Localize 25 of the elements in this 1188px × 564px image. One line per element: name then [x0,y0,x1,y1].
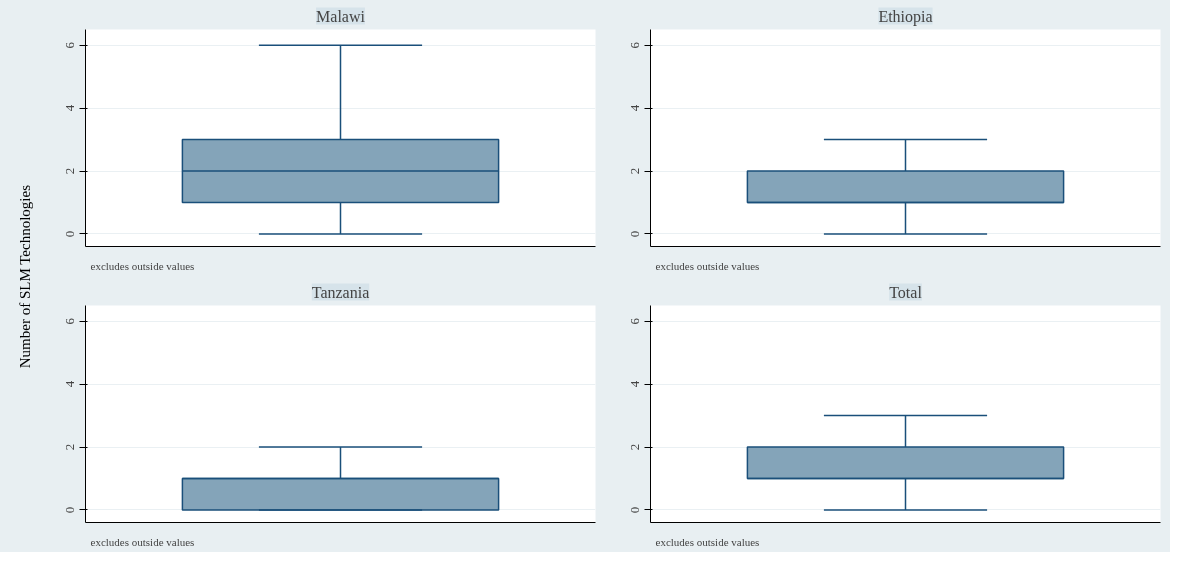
text: excludes outside values [655,535,760,548]
y-tick-label: 2 [62,443,78,451]
y-tick-label: 2 [627,167,643,175]
y-tick-label: 0 [627,230,643,238]
text: excludes outside values [90,259,195,272]
y-tick-label: 6 [62,317,78,325]
y-axis-title: Number of SLM Technologies [16,184,33,369]
y-tick-label: 0 [62,230,78,238]
chart-title: Tanzania [311,283,370,301]
chart-title: Ethiopia [878,7,933,26]
y-tick-label: 6 [62,41,78,49]
y-tick-label: 2 [627,443,643,451]
chart-title: Total [889,283,923,301]
y-tick-label: 4 [62,104,78,112]
y-tick-label: 6 [627,317,643,325]
y-tick-label: 0 [62,506,78,514]
text: excludes outside values [655,259,760,272]
text: excludes outside values [90,535,195,548]
y-tick-label: 0 [627,506,643,514]
y-tick-label: 4 [627,104,643,112]
y-tick-label: 4 [62,380,78,388]
chart-title: Malawi [316,7,366,25]
y-tick-label: 4 [627,380,643,388]
y-tick-label: 6 [627,41,643,49]
y-tick-label: 2 [62,167,78,175]
